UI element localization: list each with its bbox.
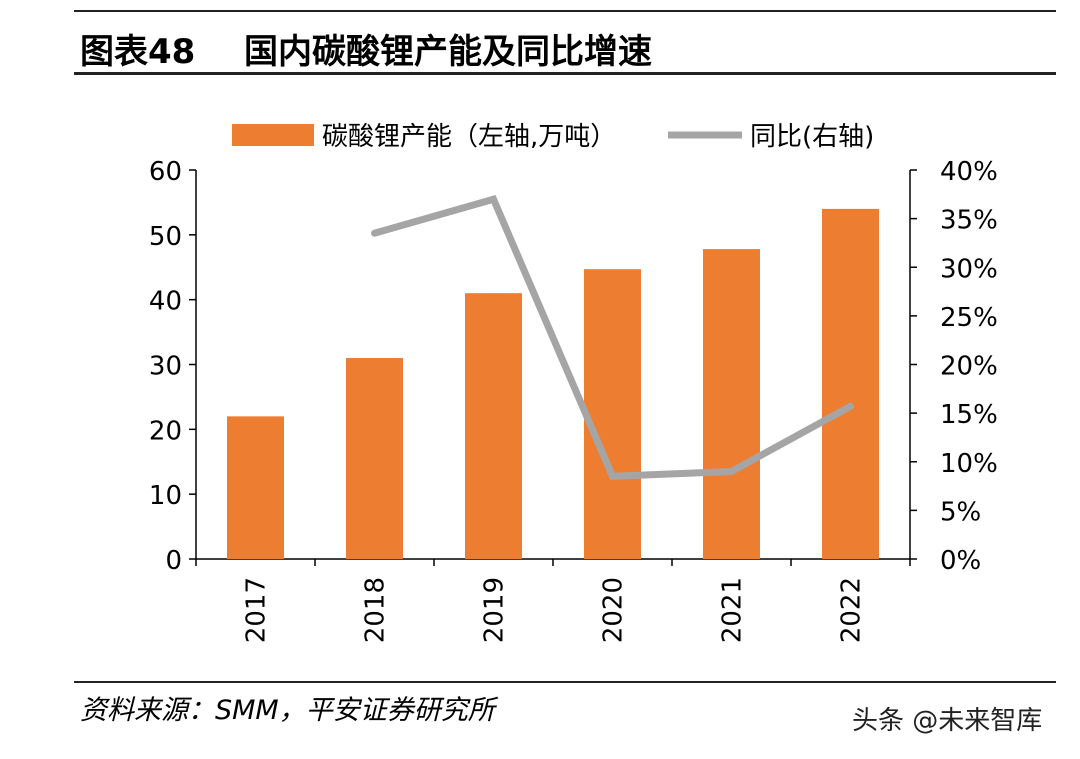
y-right-tick-label: 35% (940, 206, 998, 236)
y-left-tick-label: 10 (149, 481, 182, 511)
title-bar: 图表48 国内碳酸锂产能及同比增速 (74, 10, 1056, 75)
y-left-tick-label: 60 (149, 157, 182, 187)
y-left-tick-label: 20 (149, 416, 182, 446)
x-tick-label: 2022 (837, 577, 867, 643)
chart-title: 国内碳酸锂产能及同比增速 (244, 32, 652, 72)
point-yoy-2018 (371, 229, 378, 237)
x-tick-label: 2018 (361, 577, 391, 643)
point-yoy-2021 (728, 467, 735, 475)
y-right-tick-label: 15% (940, 400, 998, 430)
bar-2020 (584, 269, 641, 559)
legend-bar-label: 碳酸锂产能（左轴,万吨） (322, 122, 616, 152)
y-left-tick-label: 30 (149, 352, 182, 382)
x-tick-label: 2019 (480, 577, 510, 643)
bar-2021 (703, 249, 760, 559)
bar-2022 (822, 208, 879, 559)
watermark: 头条 @未来智库 (852, 700, 1042, 737)
figure-number: 图表48 (80, 32, 196, 72)
y-right-tick-label: 40% (940, 157, 998, 187)
point-yoy-2019 (490, 195, 497, 203)
y-left-tick-label: 0 (165, 546, 182, 576)
bar-2018 (346, 358, 403, 559)
x-tick-label: 2017 (242, 577, 272, 643)
y-right-tick-label: 5% (940, 497, 981, 527)
bar-2019 (465, 293, 522, 559)
x-tick-label: 2020 (599, 577, 629, 643)
source-divider (74, 681, 1056, 683)
point-yoy-2020 (609, 472, 616, 480)
y-right-tick-label: 10% (940, 449, 998, 479)
y-right-tick-label: 25% (940, 303, 998, 333)
legend: 碳酸锂产能（左轴,万吨） 同比(右轴) (232, 122, 874, 152)
y-left-tick-label: 50 (149, 222, 182, 252)
plot-area: 0 10 20 30 40 50 60 0% 5% 10% 15% 20% 25% 30% 35% 40% 20… (149, 157, 998, 643)
legend-line-label: 同比(右轴) (750, 122, 874, 152)
y-right-tick-label: 0% (940, 546, 981, 576)
y-right-tick-label: 30% (940, 254, 998, 284)
watermark-text: 头条 @未来智库 (852, 706, 1043, 736)
bar-2017 (227, 416, 284, 559)
legend-bar-swatch (232, 124, 314, 146)
y-left-tick-label: 40 (149, 287, 182, 317)
y-right-tick-label: 20% (940, 352, 998, 382)
chart: 碳酸锂产能（左轴,万吨） 同比(右轴) 0 10 20 30 40 50 60 0% 5% 10%… (149, 122, 998, 643)
x-tick-label: 2021 (718, 577, 748, 643)
point-yoy-2022 (847, 402, 854, 410)
source-note: 资料来源：SMM，平安证券研究所 (80, 695, 495, 726)
